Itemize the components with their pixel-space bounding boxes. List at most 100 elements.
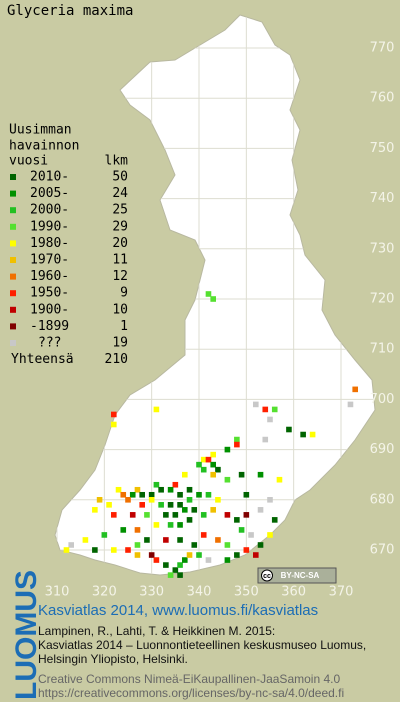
occurrence [234,441,240,448]
occurrence [186,552,193,558]
legend-header: lkm [105,154,129,169]
occurrence [144,537,150,543]
legend-title: havainnon [9,139,79,154]
occurrence [224,557,231,563]
occurrence [101,532,108,538]
occurrence [92,507,98,513]
legend-label: 1990- [30,219,69,234]
occurrence [224,542,231,548]
legend-label: 2010- [30,170,69,185]
y-tick-label: 690 [370,442,395,457]
legend-swatch [10,190,16,197]
occurrence [182,471,188,478]
occurrence [210,507,216,513]
legend-swatch [10,306,16,313]
occurrence [186,497,193,503]
legend-count: 29 [112,219,128,234]
occurrence [262,406,269,413]
legend-label: 1950- [30,286,69,301]
y-tick-label: 720 [370,292,395,307]
occurrence [257,507,264,513]
legend-title: Uusimman [9,123,72,138]
occurrence [234,436,240,443]
legend-total-label: Yhteensä [11,352,74,367]
legend-total: 210 [105,352,128,367]
species-title: Glyceria maxima [7,3,133,19]
occurrence [167,522,174,528]
occurrence [63,547,70,553]
occurrence [224,512,231,518]
occurrence [177,491,183,498]
occurrence [153,522,160,528]
occurrence [148,497,155,503]
x-tick-label: 340 [187,585,212,600]
occurrence [153,481,160,488]
occurrence-points [63,291,358,578]
occurrence [134,552,141,558]
occurrence [196,491,202,498]
legend-label: 1960- [30,269,69,284]
occurrence [224,446,231,453]
x-tick-label: 360 [281,585,306,600]
legend-count: 12 [112,269,128,284]
legend-count: 19 [112,336,128,351]
occurrence [129,512,136,518]
occurrence [196,461,202,468]
occurrence [153,557,160,563]
y-tick-label: 760 [370,91,395,106]
occurrence [111,411,117,418]
legend-swatch [10,340,16,346]
legend-count: 20 [112,236,128,251]
occurrence [111,512,117,518]
legend-label: 2000- [30,203,69,218]
legend-label: 1900- [30,302,69,317]
occurrence [144,512,150,518]
legend-label: 1980- [30,236,69,251]
citation: Lampinen, R., Lahti, T. & Heikkinen M. 2… [38,624,275,638]
occurrence [200,532,207,538]
occurrence [257,542,264,548]
legend-count: 25 [112,203,128,218]
occurrence [125,497,131,503]
occurrence [262,436,269,443]
occurrence [172,512,179,518]
occurrence [163,562,169,568]
occurrence [182,557,188,563]
legend-swatch [10,174,16,180]
occurrence [352,386,358,393]
occurrence [253,552,259,558]
y-tick-label: 700 [370,392,395,407]
y-tick-label: 730 [370,241,395,256]
occurrence [115,486,122,493]
occurrence [139,502,145,508]
legend-swatch [10,240,16,247]
occurrence [286,426,292,433]
occurrence [172,481,179,488]
footer-heading: Kasviatlas 2014, www.luomus.fi/kasviatla… [38,602,318,619]
license: Creative Commons Nimeä-EiKaupallinen-Jaa… [38,672,340,686]
occurrence [139,491,145,498]
occurrence [106,502,112,508]
logo: LUOMUS [10,570,43,700]
occurrence [191,507,198,513]
occurrence [196,552,202,558]
occurrence [191,542,198,548]
y-tick-label: 750 [370,141,395,156]
legend-count: 10 [112,302,128,317]
occurrence [172,567,179,573]
occurrence [215,537,221,543]
legend-label: 1970- [30,253,69,268]
occurrence [271,406,278,413]
occurrence [92,547,98,553]
occurrence [309,431,316,438]
license-badge: cc BY-NC-SA [257,567,337,584]
legend-swatch [10,223,16,230]
occurrence [215,497,221,503]
occurrence [205,557,212,563]
y-tick-label: 770 [370,41,395,56]
legend-count: 1 [120,319,128,334]
occurrence [238,471,245,478]
citation: Helsingin Yliopisto, Helsinki. [38,652,188,666]
x-tick-label: 320 [92,585,117,600]
legend-swatch [10,273,16,280]
